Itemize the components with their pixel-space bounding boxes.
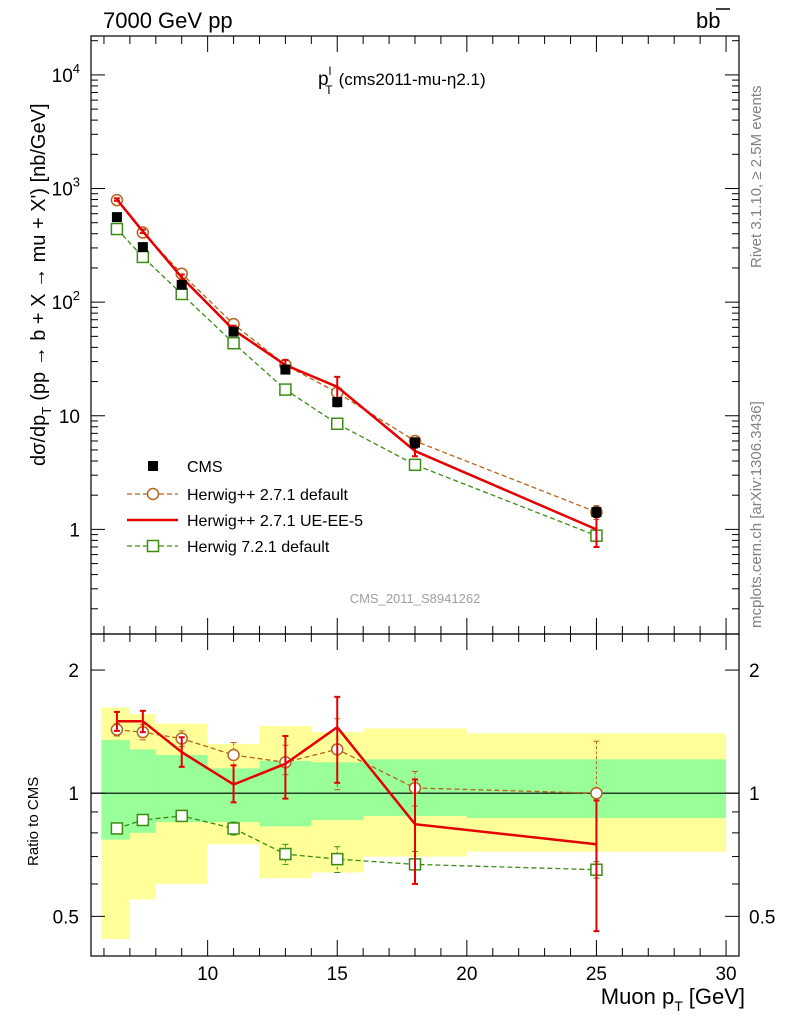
square-marker [175, 287, 188, 301]
ratio-series-line [116, 719, 597, 846]
x-tick-label: 30 [715, 964, 736, 985]
ratio-series-1 [113, 695, 600, 933]
ratio-series-layer [110, 695, 603, 933]
legend-entry: Herwig++ 2.7.1 default [127, 487, 349, 504]
mcplots-label: mcplots.cern.ch [arXiv:1306.3436] [748, 401, 765, 628]
main-y-tick-label: 10 [59, 407, 80, 428]
square-marker [146, 539, 160, 553]
data-marker [410, 437, 420, 448]
analysis-watermark: CMS_2011_S8941262 [350, 591, 481, 606]
legend-label: CMS [187, 459, 223, 476]
square-marker [136, 813, 150, 827]
main-axes: 1 10 102 103 104 [52, 36, 739, 634]
data-marker [137, 242, 148, 253]
legend-label: Herwig 7.2.1 default [187, 539, 330, 556]
main-plot-title: pl T(cms2011-mu-η2.1) [318, 64, 486, 97]
data-marker [111, 212, 122, 223]
circle-marker [227, 748, 240, 762]
square-marker [110, 822, 124, 835]
square-marker [330, 417, 344, 431]
square-marker [227, 336, 240, 350]
ratio-y-tick-label: 0.5 [53, 907, 79, 928]
ratio-y-tick-label: 2 [68, 661, 79, 682]
header-energy-label: 7000 GeV pp [103, 8, 233, 33]
ratio-y-tick-label: 1 [68, 784, 79, 805]
legend: CMS Herwig++ 2.7.1 default Herwig++ 2.7.1 … [127, 459, 363, 556]
ratio-series-line [116, 729, 597, 794]
x-tick-label: 10 [197, 964, 218, 985]
data-marker [228, 326, 239, 337]
x-tick-label: 15 [327, 964, 348, 985]
rivet-version-label: Rivet 3.1.10, ≥ 2.5M events [748, 86, 765, 269]
main-series-line [115, 198, 597, 531]
data-marker [280, 364, 291, 375]
main-y-axis-label: dσ/dpT(pp → b + X → mu + X') [nb/GeV] [28, 103, 54, 466]
ratio-axes: 0.5 0.5 1 1 2 2 10 15 20 25 30 [53, 634, 775, 985]
ratio-y-axis-label: Ratio to CMS [25, 777, 42, 866]
x-tick-label: 20 [456, 964, 477, 985]
legend-entry: CMS [148, 459, 223, 476]
main-y-tick-label: 103 [52, 175, 80, 201]
main-y-tick-label: 1 [69, 520, 80, 541]
square-marker [408, 458, 422, 472]
main-series-line [116, 228, 597, 537]
x-axis-label: Muon pT [GeV] [601, 984, 745, 1014]
main-y-tick-label: 102 [52, 288, 80, 314]
main-series-1 [110, 193, 603, 521]
ratio-y-tick-label-right: 2 [749, 661, 760, 682]
main-y-tick-label: 104 [52, 61, 80, 87]
circle-marker [590, 786, 603, 800]
ratio-y-tick-label-right: 1 [749, 784, 760, 805]
square-marker [136, 250, 150, 264]
legend-label: Herwig++ 2.7.1 default [187, 487, 349, 504]
main-series-0 [111, 212, 602, 519]
x-tick-label: 25 [586, 964, 607, 985]
data-marker [332, 397, 343, 408]
square-marker [227, 822, 240, 835]
ratio-y-tick-label-right: 0.5 [749, 907, 775, 928]
square-marker [110, 222, 124, 236]
data-marker [176, 279, 187, 290]
main-series-layer [110, 193, 603, 548]
legend-entry: Herwig++ 2.7.1 UE-EE-5 [127, 513, 363, 530]
header-process-label: bb [696, 8, 721, 33]
square-marker [279, 847, 292, 861]
legend-entry: Herwig 7.2.1 default [127, 539, 330, 556]
legend-label: Herwig++ 2.7.1 UE-EE-5 [187, 513, 363, 530]
data-marker [591, 507, 602, 518]
data-marker [148, 461, 158, 471]
square-marker [330, 852, 344, 866]
ratio-series-line [116, 815, 597, 871]
square-marker [279, 383, 292, 396]
square-marker [175, 809, 188, 823]
circle-marker [146, 487, 160, 501]
